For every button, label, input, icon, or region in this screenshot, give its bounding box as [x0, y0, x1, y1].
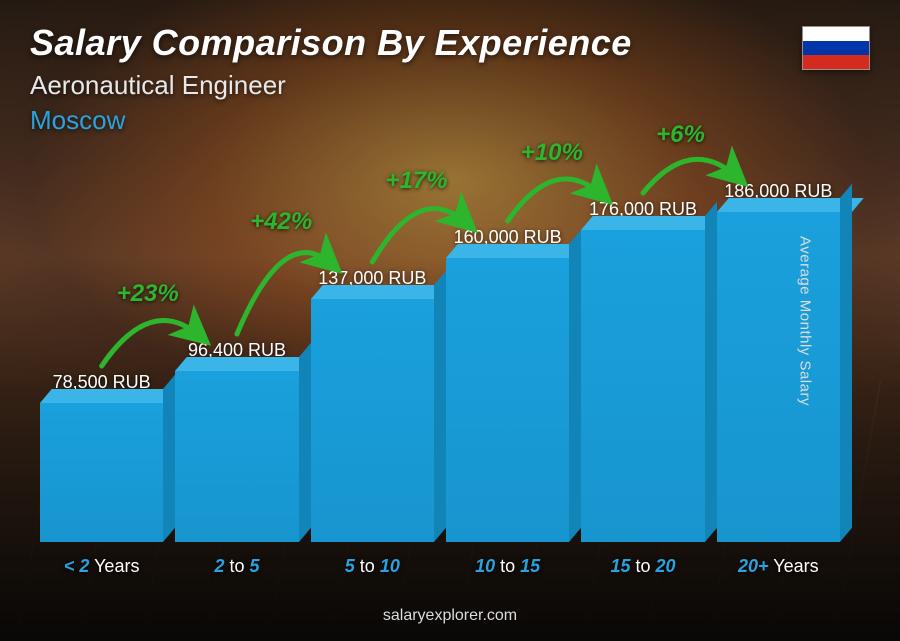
chart-title: Salary Comparison By Experience	[30, 22, 870, 64]
bar-front-face	[175, 371, 298, 542]
bar-side-face	[569, 230, 581, 542]
y-axis-label: Average Monthly Salary	[797, 236, 814, 406]
bar-column: 160,000 RUB10 to 15	[446, 227, 569, 577]
bar-front-face	[446, 258, 569, 542]
flag-stripe	[803, 27, 869, 41]
bar-column: 96,400 RUB2 to 5	[175, 340, 298, 577]
bar-column: 186,000 RUB20+ Years	[717, 181, 840, 577]
bar-category-label: 15 to 20	[610, 556, 675, 577]
bar-chart: 78,500 RUB< 2 Years96,400 RUB2 to 5137,0…	[40, 150, 840, 577]
bar	[40, 403, 163, 542]
bar	[717, 212, 840, 542]
bar-column: 78,500 RUB< 2 Years	[40, 372, 163, 577]
bar-side-face	[434, 271, 446, 542]
bar-front-face	[717, 212, 840, 542]
bar-category-label: 2 to 5	[214, 556, 259, 577]
bar-front-face	[581, 230, 704, 542]
bar-category-label: 5 to 10	[345, 556, 400, 577]
bar-front-face	[311, 299, 434, 542]
country-flag-russia	[802, 26, 870, 70]
bar-column: 137,000 RUB5 to 10	[311, 268, 434, 577]
chart-subtitle: Aeronautical Engineer	[30, 70, 870, 101]
header: Salary Comparison By Experience Aeronaut…	[30, 22, 870, 136]
footer-site: salaryexplorer.com	[0, 607, 900, 625]
bar-side-face	[299, 343, 311, 542]
bar	[581, 230, 704, 542]
bar-side-face	[705, 202, 717, 542]
chart-location: Moscow	[30, 105, 870, 136]
bar-category-label: 20+ Years	[738, 556, 819, 577]
bar-category-label: < 2 Years	[64, 556, 140, 577]
bar	[311, 299, 434, 542]
bar-category-label: 10 to 15	[475, 556, 540, 577]
bar-front-face	[40, 403, 163, 542]
bar	[446, 258, 569, 542]
bar-side-face	[163, 375, 175, 542]
bar	[175, 371, 298, 542]
flag-stripe	[803, 55, 869, 69]
bar-column: 176,000 RUB15 to 20	[581, 199, 704, 577]
bar-side-face	[840, 184, 852, 542]
flag-stripe	[803, 41, 869, 55]
